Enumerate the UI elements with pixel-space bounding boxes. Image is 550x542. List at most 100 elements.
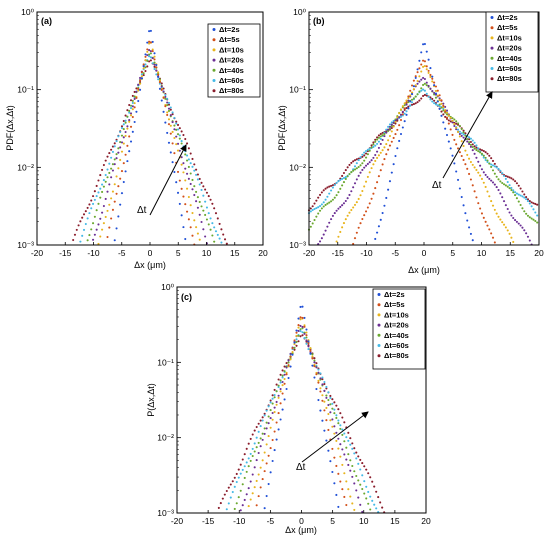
- data-point: [534, 211, 537, 214]
- data-point: [388, 144, 392, 147]
- data-point: [410, 93, 414, 96]
- data-point: [295, 334, 298, 337]
- data-point: [104, 215, 107, 218]
- data-point: [90, 228, 93, 231]
- data-point: [259, 486, 262, 489]
- data-point: [202, 228, 205, 231]
- data-point: [93, 215, 96, 218]
- data-point: [245, 461, 248, 464]
- data-point: [490, 163, 493, 166]
- data-point: [347, 463, 350, 467]
- data-point: [115, 140, 118, 143]
- data-point: [223, 238, 227, 241]
- data-point: [301, 325, 304, 328]
- data-point: [414, 76, 417, 79]
- data-point: [101, 211, 104, 214]
- data-point: [399, 113, 403, 116]
- data-point: [267, 415, 270, 418]
- data-point: [376, 156, 379, 160]
- data-point: [423, 60, 426, 63]
- data-point: [73, 233, 77, 236]
- series-b-2: [335, 64, 515, 244]
- data-point: [370, 159, 373, 162]
- data-point: [339, 455, 342, 458]
- data-point: [249, 480, 252, 483]
- data-point: [271, 402, 274, 405]
- data-point: [303, 316, 306, 319]
- data-point: [149, 41, 152, 44]
- data-point: [317, 196, 320, 199]
- legend-marker-c-0: [377, 293, 381, 296]
- data-point: [440, 114, 443, 117]
- data-point: [251, 473, 254, 476]
- data-point: [131, 108, 134, 111]
- data-point: [259, 437, 262, 440]
- data-point: [299, 324, 302, 327]
- data-point: [133, 102, 136, 105]
- data-point: [124, 153, 127, 156]
- data-point: [377, 146, 380, 149]
- data-point: [466, 138, 469, 141]
- data-point: [501, 181, 504, 185]
- data-point: [148, 49, 151, 52]
- data-point: [536, 221, 539, 224]
- data-point: [241, 468, 244, 471]
- data-point: [313, 359, 316, 362]
- data-point: [372, 141, 375, 144]
- data-point: [108, 203, 111, 206]
- x-tick-label-a-5: 5: [176, 248, 181, 258]
- data-point: [506, 175, 509, 178]
- legend-label-c-1: Δt=5s: [384, 300, 405, 309]
- data-point: [429, 96, 432, 99]
- data-point: [325, 439, 328, 442]
- data-point: [149, 59, 152, 62]
- x-tick-label-c-8: 20: [421, 516, 431, 526]
- data-point: [213, 240, 216, 243]
- data-point: [366, 148, 369, 151]
- data-point: [420, 70, 423, 73]
- data-point: [180, 130, 183, 133]
- data-point: [328, 185, 331, 188]
- data-point: [178, 179, 181, 182]
- data-point: [86, 239, 89, 242]
- data-point: [350, 171, 353, 174]
- data-point: [110, 148, 113, 151]
- data-point: [473, 141, 476, 144]
- data-point: [329, 419, 332, 422]
- data-point: [425, 68, 428, 71]
- data-point: [263, 412, 266, 415]
- data-point: [442, 113, 445, 116]
- data-point: [414, 95, 417, 98]
- data-point: [187, 165, 190, 169]
- data-point: [359, 164, 362, 167]
- data-point: [403, 120, 406, 123]
- data-point: [191, 157, 194, 160]
- legend-marker-b-3: [490, 46, 494, 50]
- data-point: [438, 97, 441, 100]
- data-point: [279, 418, 282, 421]
- data-point: [324, 187, 327, 190]
- data-point: [122, 128, 125, 131]
- data-point: [341, 184, 344, 187]
- data-point: [523, 193, 526, 196]
- data-point: [484, 185, 487, 189]
- data-point: [153, 63, 156, 66]
- y-tick-label-b-1: 10⁻²: [289, 162, 306, 172]
- data-point: [341, 433, 344, 436]
- data-point: [341, 428, 344, 431]
- legend-marker-a-1: [212, 38, 216, 42]
- data-point: [129, 114, 133, 117]
- data-point: [401, 113, 404, 116]
- data-point: [144, 53, 147, 56]
- x-tick-label-c-7: 15: [390, 516, 400, 526]
- data-point: [313, 365, 316, 368]
- data-point: [475, 196, 478, 199]
- data-point: [410, 98, 414, 101]
- data-point: [241, 504, 244, 507]
- data-point: [339, 187, 342, 190]
- data-point: [139, 79, 142, 82]
- data-point: [383, 158, 386, 161]
- data-point: [333, 212, 336, 215]
- data-point: [504, 177, 507, 180]
- data-point: [279, 388, 282, 391]
